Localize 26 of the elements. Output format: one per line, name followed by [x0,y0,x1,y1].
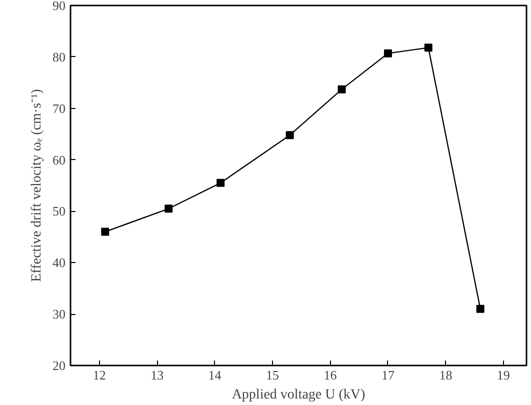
x-tick-label: 15 [266,368,280,382]
y-tick-label: 60 [52,152,66,168]
point [424,44,432,52]
x-tick-label: 18 [439,368,452,382]
x-tick-label: 14 [208,368,222,382]
x-tick-label: 16 [324,368,338,382]
point [101,228,110,236]
x-tick-label: 17 [381,368,395,382]
point [216,178,225,187]
x-tick-label: 12 [92,368,106,382]
x-axis-title: Applied voltage U (kV) [232,388,366,402]
point [338,85,346,94]
y-axis-title: Effective drift velocity ωₑ (cm·s⁻¹) [30,88,44,282]
x-tick-label: 19 [496,368,510,382]
y-tick-label: 40 [52,255,66,270]
y-tick-label: 90 [52,0,66,13]
y-tick-label: 30 [52,306,66,322]
x-tick-label: 13 [150,368,164,382]
y-tick-label: 70 [52,100,66,116]
y-tick-label: 80 [52,49,66,64]
point [384,49,392,58]
point [476,304,484,313]
y-tick-label: 20 [52,358,66,373]
point [286,131,294,140]
point [164,204,173,213]
y-tick-label: 50 [52,204,66,219]
